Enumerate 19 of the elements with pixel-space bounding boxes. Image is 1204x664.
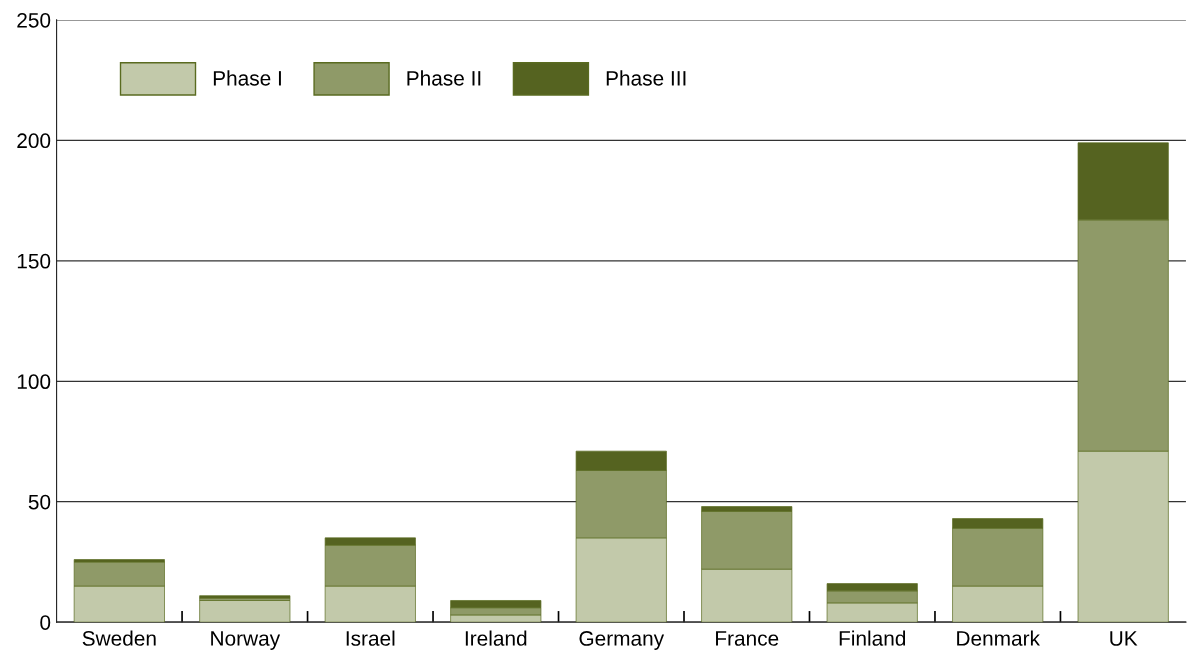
bar <box>199 600 291 623</box>
x-tick-label: Sweden <box>82 630 156 646</box>
x-tick-label: Finland <box>839 630 906 646</box>
x-tick-label: Israel <box>346 630 395 646</box>
y-tick-label: 0 <box>40 615 51 630</box>
x-tick-label: Ireland <box>465 630 527 646</box>
x-tick-label: Norway <box>211 631 281 650</box>
y-tick-label: 250 <box>17 12 51 28</box>
legend-label: Phase III <box>606 70 686 86</box>
legend-label: Phase I <box>213 70 281 86</box>
y-tick-label: 200 <box>17 133 51 149</box>
y-tick-label: 100 <box>17 374 51 390</box>
x-tick-label: UK <box>1110 631 1138 646</box>
x-tick-label: France <box>716 631 779 646</box>
legend-label: Phase II <box>407 70 481 86</box>
y-tick-label: 50 <box>28 494 51 510</box>
x-tick-label: Germany <box>579 631 665 650</box>
x-tick-label: Denmark <box>957 630 1040 646</box>
y-tick-label: 150 <box>17 253 51 269</box>
